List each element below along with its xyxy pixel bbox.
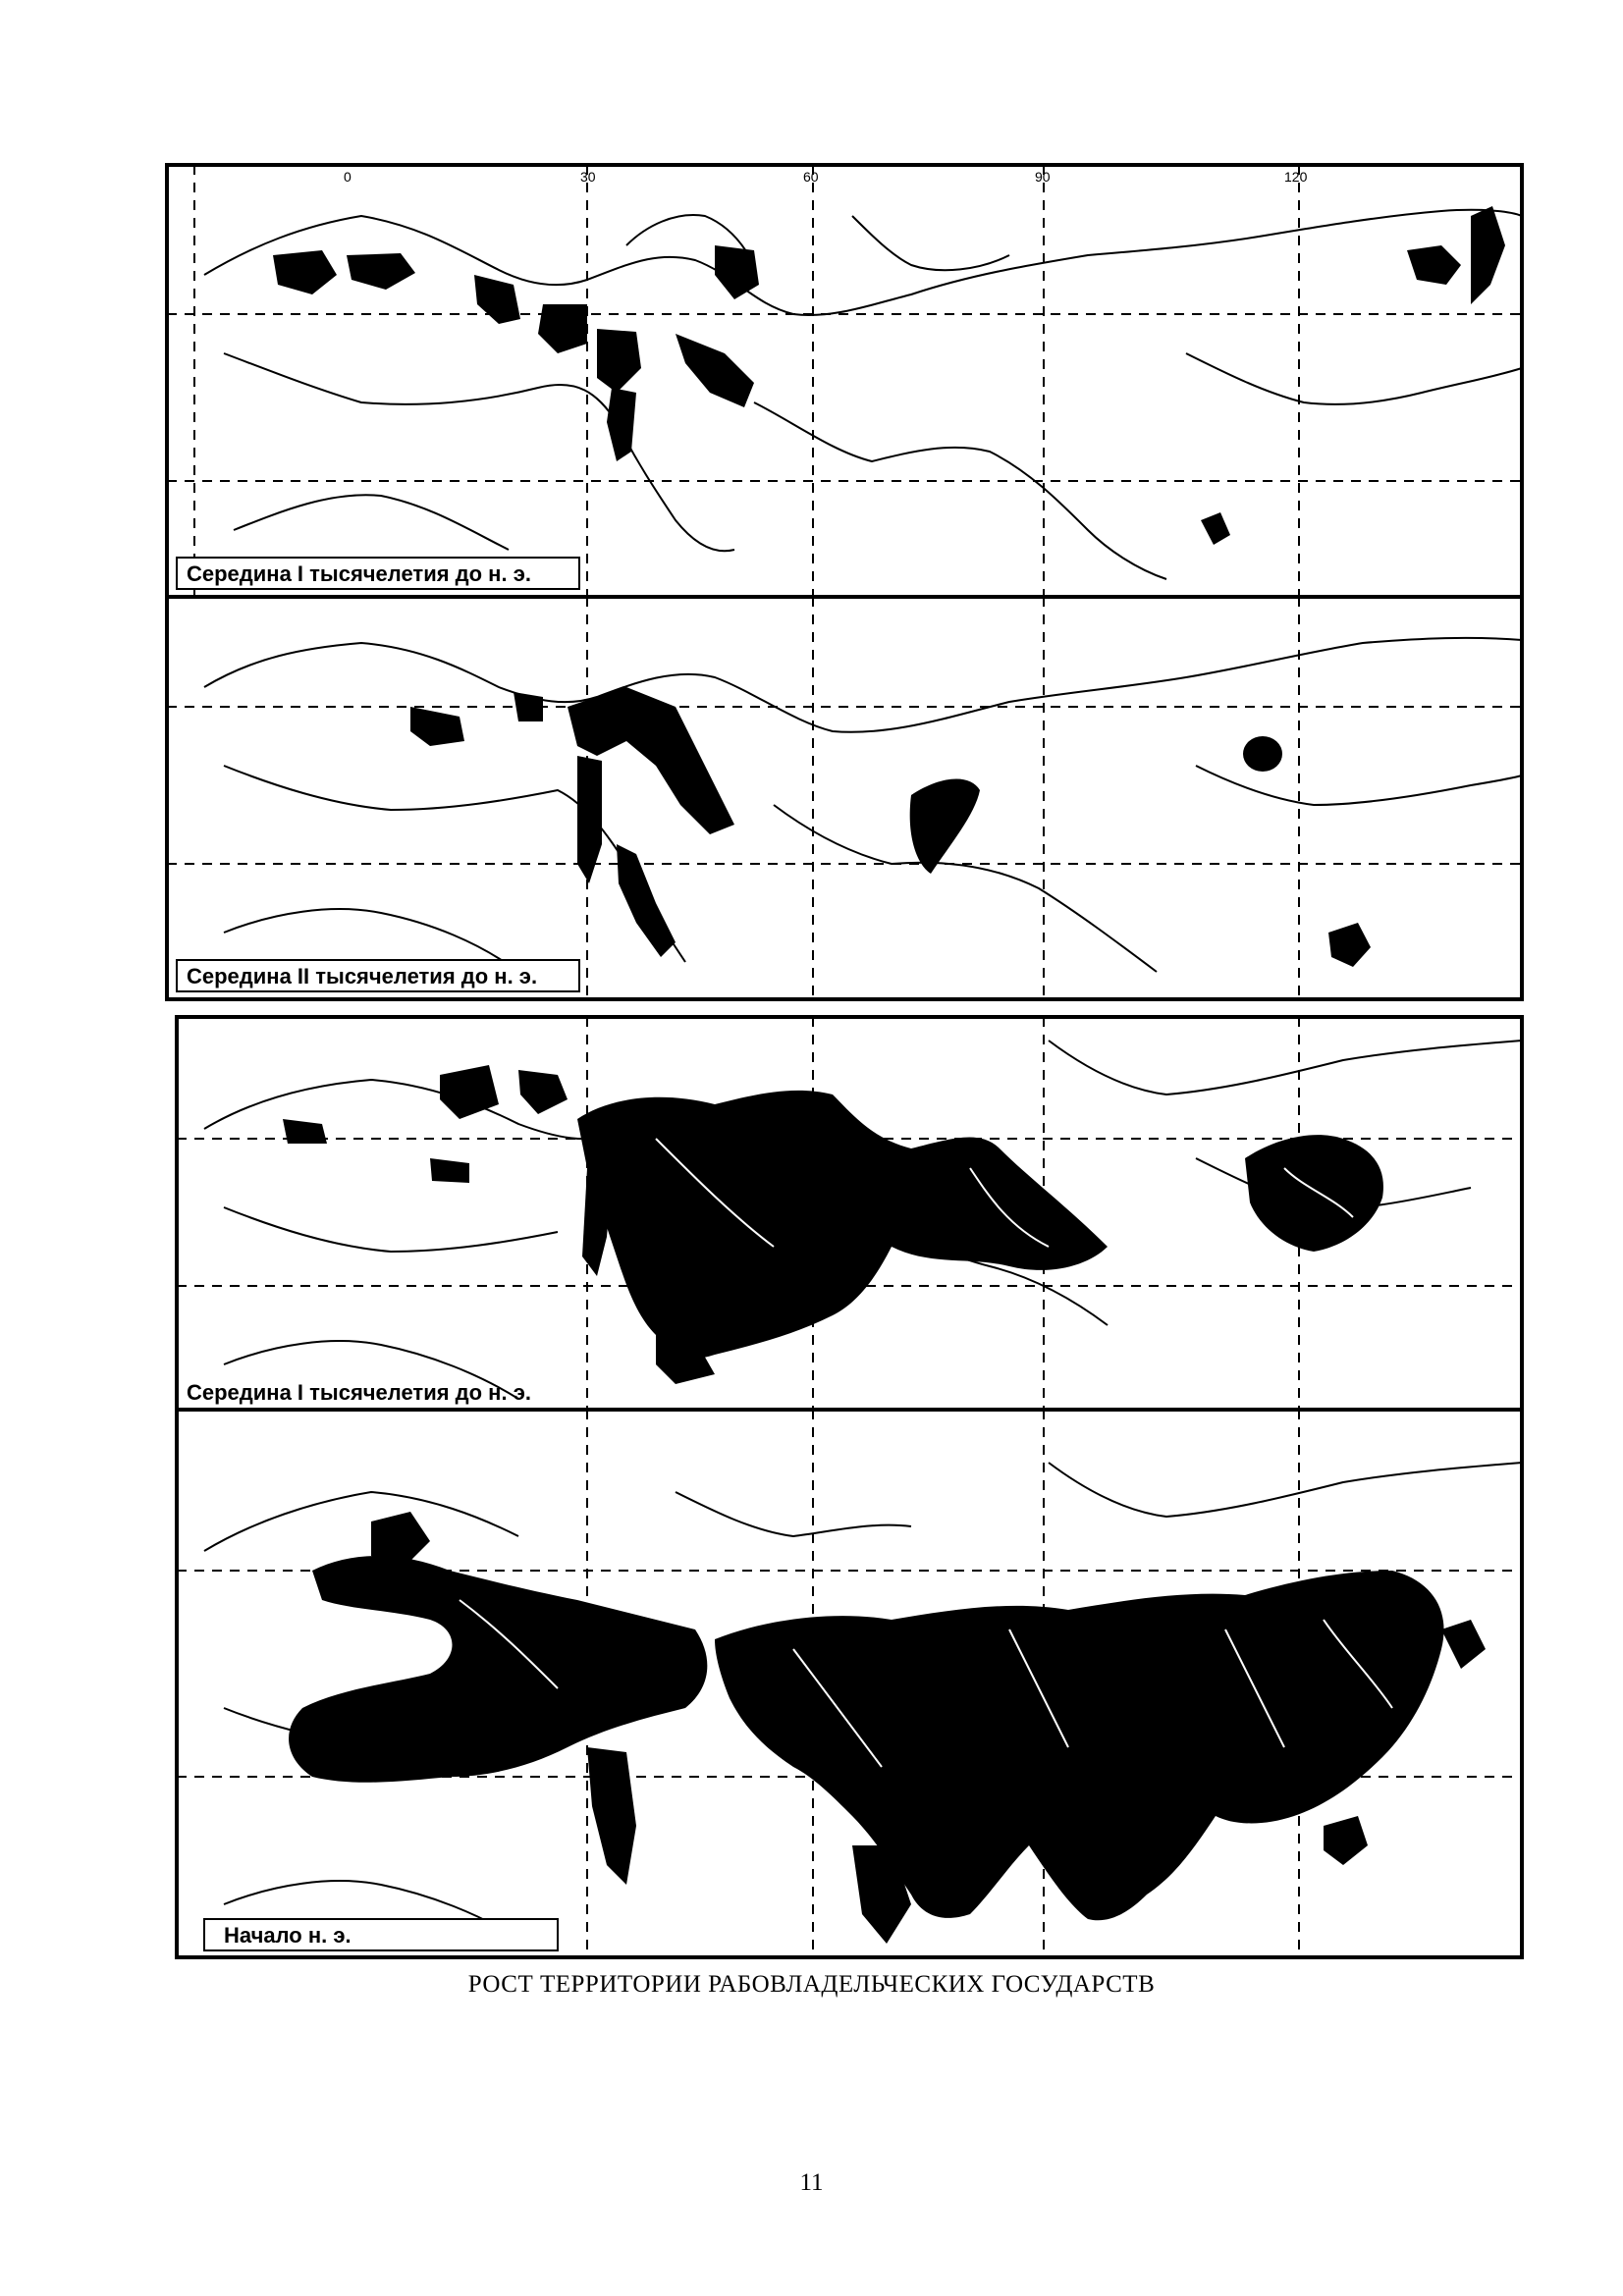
figure-caption: РОСТ ТЕРРИТОРИИ РАБОВЛАДЕЛЬЧЕСКИХ ГОСУДА… — [467, 1971, 1156, 1998]
tick-label: 60 — [803, 169, 819, 185]
tick-label: 0 — [344, 169, 352, 185]
map-panel-label: Середина II тысячелетия до н. э. — [187, 964, 537, 988]
map-panel-label: Начало н. э. — [224, 1923, 352, 1948]
page-number: 11 — [799, 2169, 824, 2196]
map-panel-label: Середина I тысячелетия до н. э. — [187, 1380, 531, 1405]
map-panel-1: 0 30 60 90 120 Середина I тысячелетия до… — [165, 163, 1524, 599]
longitude-ticks: 0 30 60 90 120 — [344, 169, 1308, 185]
map-panel-4: Начало н. э. — [175, 1408, 1524, 1959]
tick-label: 30 — [580, 169, 596, 185]
tick-label: 120 — [1284, 169, 1308, 185]
historical-maps-figure: 0 30 60 90 120 Середина I тысячелетия до… — [165, 157, 1532, 1963]
tick-label: 90 — [1035, 169, 1051, 185]
map-panel-label: Середина I тысячелетия до н. э. — [187, 561, 531, 586]
maps-svg: 0 30 60 90 120 Середина I тысячелетия до… — [165, 163, 1524, 1959]
map-panel-2: Середина II тысячелетия до н. э. — [165, 595, 1524, 1001]
map-panel-3: Середина I тысячелетия до н. э. — [175, 1015, 1524, 1412]
